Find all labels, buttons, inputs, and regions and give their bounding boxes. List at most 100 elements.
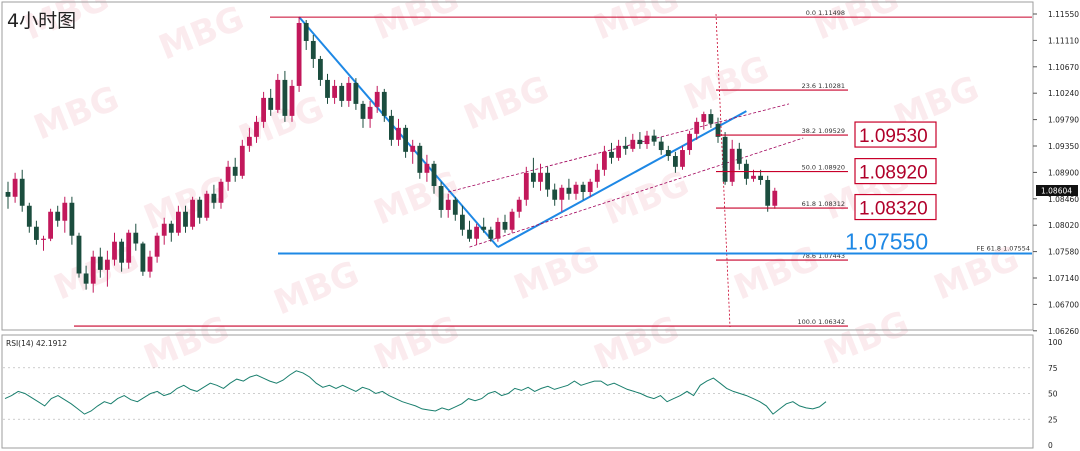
candle-body xyxy=(431,163,437,186)
candle-body xyxy=(552,189,558,200)
candle-body xyxy=(474,226,479,239)
fib-level-label: 0.0 1.11498 xyxy=(806,9,845,17)
candle-body xyxy=(254,121,259,137)
price-tick-label: 1.09350 xyxy=(1048,142,1079,151)
candle-body xyxy=(687,133,692,151)
candle-body xyxy=(367,106,373,119)
candle-body xyxy=(729,148,735,182)
candle-body xyxy=(112,241,117,260)
candle-body xyxy=(119,241,124,263)
fib-level-label: 78.6 1.07443 xyxy=(802,252,845,260)
candle-body xyxy=(538,172,543,182)
candle-body xyxy=(594,169,600,182)
candle-body xyxy=(488,229,494,239)
watermark-text: MBG xyxy=(818,303,914,373)
rsi-panel-frame xyxy=(1,334,1034,449)
candle-body xyxy=(452,199,458,215)
watermark-text: MBG xyxy=(153,0,249,68)
candle-body xyxy=(183,211,188,227)
candle-body xyxy=(140,243,146,272)
callout-box xyxy=(854,193,937,221)
candle-body xyxy=(339,85,345,101)
candle-body xyxy=(211,193,217,203)
candle-body xyxy=(502,221,508,230)
candle-body xyxy=(303,22,309,41)
candle-body xyxy=(310,40,316,59)
price-tick-label: 1.06260 xyxy=(1048,327,1079,336)
callout-label: 1.08920 xyxy=(859,163,928,184)
callout-box xyxy=(854,158,937,185)
candle-body xyxy=(360,103,366,119)
candle-body xyxy=(19,178,25,206)
price-tick-label: 1.06700 xyxy=(1048,300,1079,309)
rsi-indicator: 100 75 50 25 0 xyxy=(3,338,1063,450)
price-tick-label: 1.08460 xyxy=(1048,195,1079,204)
candle-body xyxy=(587,181,593,192)
candle-body xyxy=(374,91,380,107)
candle-body xyxy=(225,166,231,182)
price-tick-label: 1.10240 xyxy=(1048,89,1079,98)
watermark-text: MBG xyxy=(138,308,234,378)
price-tick-label: 1.09790 xyxy=(1048,116,1079,125)
watermark-text: MBG xyxy=(588,0,684,48)
candle-body xyxy=(665,150,671,157)
candle-body xyxy=(424,163,430,173)
candle-body xyxy=(616,145,621,158)
candle-body xyxy=(147,256,153,272)
callout-label: 1.09530 xyxy=(859,126,928,147)
fe-level-label: FE 61.8 1.07554 xyxy=(977,244,1030,252)
candle-body xyxy=(83,273,89,284)
candle-body xyxy=(460,214,465,230)
candle-body xyxy=(715,123,721,137)
callout-box xyxy=(854,121,937,148)
candle-body xyxy=(701,114,707,122)
candle-body xyxy=(318,58,323,80)
candle-body xyxy=(69,202,75,236)
price-panel-frame xyxy=(1,1,1034,331)
candle-body xyxy=(325,79,330,98)
candle-body xyxy=(161,223,167,236)
watermark-text: MBG xyxy=(678,48,774,118)
channel-lower-line xyxy=(469,137,804,248)
candle-body xyxy=(467,229,472,239)
watermark-text: MBG xyxy=(458,68,554,138)
fib-level-label: 61.8 1.08312 xyxy=(802,200,845,208)
candle-body xyxy=(623,145,629,149)
price-tick-label: 1.11550 xyxy=(1048,10,1079,19)
candle-body xyxy=(48,211,53,239)
candle-body xyxy=(204,193,210,218)
candle-body xyxy=(176,211,181,233)
candle-body xyxy=(282,79,288,116)
watermark-text: MBG xyxy=(808,0,904,48)
candle-body xyxy=(105,259,110,270)
fib-level-label: 38.2 1.09529 xyxy=(802,127,845,135)
candle-body xyxy=(268,97,274,110)
candle-body xyxy=(353,82,359,104)
candle-body xyxy=(261,97,266,122)
candle-body xyxy=(197,199,203,218)
price-tick-label: 1.07580 xyxy=(1048,248,1079,257)
candle-body xyxy=(736,148,742,164)
rsi-label: RSI(14) 42.1912 xyxy=(6,339,67,348)
fib-level-label: 100.0 1.06342 xyxy=(797,318,845,326)
fib-level-label: 23.6 1.10281 xyxy=(802,82,845,90)
candle-body xyxy=(758,175,763,180)
candle-body xyxy=(637,139,643,145)
candle-body xyxy=(580,184,586,192)
candle-body xyxy=(722,136,728,182)
candle-body xyxy=(680,150,685,167)
candle-body xyxy=(289,85,295,116)
candle-body xyxy=(90,256,96,284)
candle-body xyxy=(218,181,224,203)
candle-body xyxy=(275,79,281,110)
watermark-text: MBG xyxy=(368,163,464,233)
price-axis: 1.11550 1.11110 1.10670 1.10240 1.09790 1.093… xyxy=(1033,10,1079,336)
candle-body xyxy=(509,211,515,230)
current-price-tag xyxy=(1036,185,1078,196)
candle-body xyxy=(403,127,408,152)
candlestick-series xyxy=(5,16,778,293)
watermark-text: MBG xyxy=(588,308,684,378)
rsi-tick-label: 100 xyxy=(1048,338,1063,347)
